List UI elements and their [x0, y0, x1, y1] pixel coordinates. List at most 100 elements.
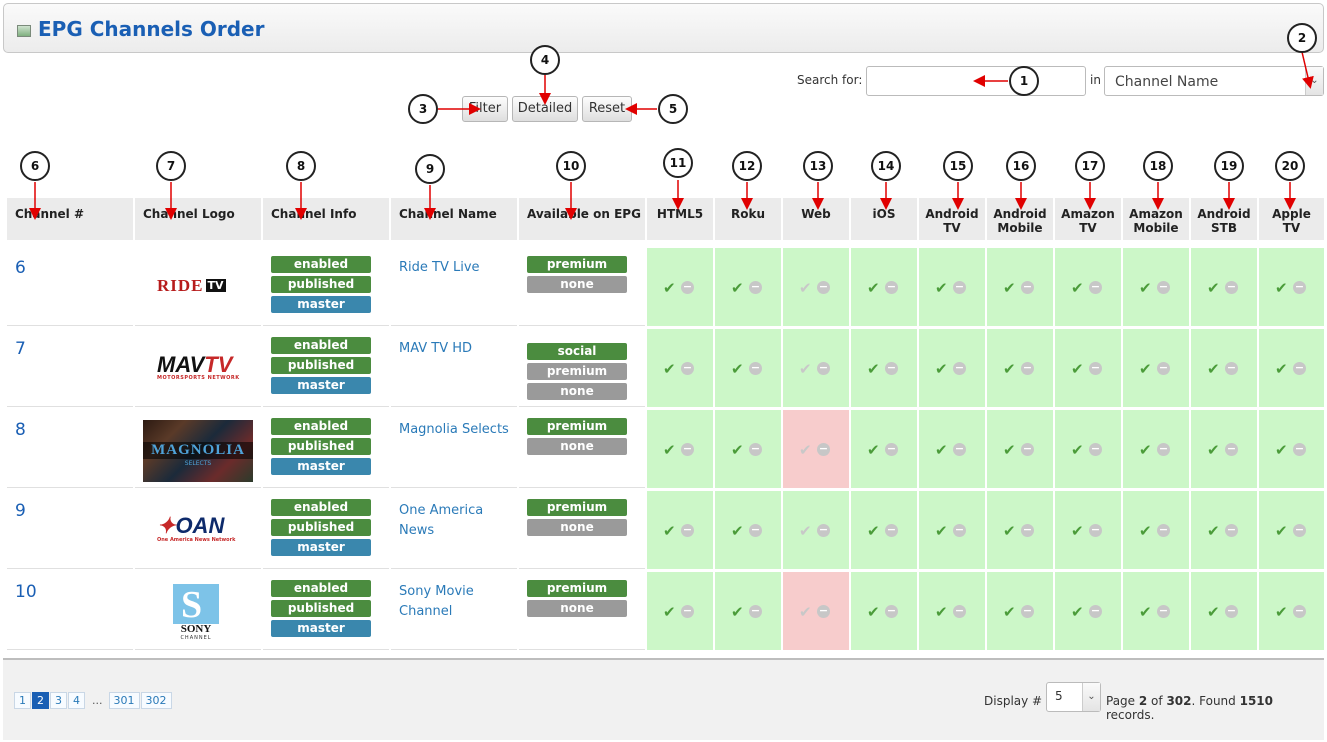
- check-icon[interactable]: ✔: [1003, 279, 1016, 297]
- check-icon[interactable]: ✔: [1207, 522, 1220, 540]
- check-icon[interactable]: ✔: [799, 441, 812, 459]
- check-icon[interactable]: ✔: [867, 360, 880, 378]
- check-icon[interactable]: ✔: [731, 603, 744, 621]
- check-icon[interactable]: ✔: [1071, 360, 1084, 378]
- channel-number-link[interactable]: 9: [15, 501, 26, 521]
- minus-circle-icon[interactable]: −: [953, 280, 966, 294]
- minus-circle-icon[interactable]: −: [1021, 604, 1034, 618]
- minus-circle-icon[interactable]: −: [1089, 361, 1102, 375]
- minus-circle-icon[interactable]: −: [1089, 280, 1102, 294]
- check-icon[interactable]: ✔: [1275, 522, 1288, 540]
- minus-circle-icon[interactable]: −: [1157, 361, 1170, 375]
- minus-circle-icon[interactable]: −: [1157, 523, 1170, 537]
- channel-number-link[interactable]: 8: [15, 420, 26, 440]
- status-badge-master[interactable]: master: [271, 377, 371, 394]
- check-icon[interactable]: ✔: [1139, 603, 1152, 621]
- status-badge-master[interactable]: master: [271, 620, 371, 637]
- check-icon[interactable]: ✔: [867, 441, 880, 459]
- status-badge-enabled[interactable]: enabled: [271, 580, 371, 597]
- minus-circle-icon[interactable]: −: [817, 523, 830, 537]
- minus-circle-icon[interactable]: −: [749, 523, 762, 537]
- epg-badge-none[interactable]: none: [527, 383, 627, 400]
- channel-number-link[interactable]: 10: [15, 582, 37, 602]
- minus-circle-icon[interactable]: −: [817, 442, 830, 456]
- status-badge-enabled[interactable]: enabled: [271, 499, 371, 516]
- page-link-1[interactable]: 1: [14, 692, 31, 709]
- check-icon[interactable]: ✔: [663, 441, 676, 459]
- col-html5[interactable]: HTML5: [647, 198, 713, 240]
- status-badge-published[interactable]: published: [271, 519, 371, 536]
- page-link-302[interactable]: 302: [140, 692, 172, 709]
- minus-circle-icon[interactable]: −: [1293, 604, 1306, 618]
- epg-badge-premium[interactable]: premium: [527, 363, 627, 380]
- minus-circle-icon[interactable]: −: [1293, 280, 1306, 294]
- check-icon[interactable]: ✔: [935, 279, 948, 297]
- check-icon[interactable]: ✔: [1071, 441, 1084, 459]
- check-icon[interactable]: ✔: [663, 360, 676, 378]
- minus-circle-icon[interactable]: −: [1225, 361, 1238, 375]
- chevron-down-icon[interactable]: ⌄: [1082, 683, 1100, 711]
- minus-circle-icon[interactable]: −: [681, 361, 694, 375]
- minus-circle-icon[interactable]: −: [817, 280, 830, 294]
- epg-badge-premium[interactable]: premium: [527, 256, 627, 273]
- page-link-301[interactable]: 301: [108, 692, 140, 709]
- check-icon[interactable]: ✔: [1139, 279, 1152, 297]
- check-icon[interactable]: ✔: [1207, 360, 1220, 378]
- check-icon[interactable]: ✔: [1071, 603, 1084, 621]
- minus-circle-icon[interactable]: −: [1021, 361, 1034, 375]
- status-badge-master[interactable]: master: [271, 296, 371, 313]
- check-icon[interactable]: ✔: [867, 603, 880, 621]
- epg-badge-none[interactable]: none: [527, 438, 627, 455]
- check-icon[interactable]: ✔: [1003, 441, 1016, 459]
- minus-circle-icon[interactable]: −: [681, 442, 694, 456]
- epg-badge-premium[interactable]: premium: [527, 499, 627, 516]
- check-icon[interactable]: ✔: [663, 603, 676, 621]
- check-icon[interactable]: ✔: [1003, 603, 1016, 621]
- minus-circle-icon[interactable]: −: [749, 361, 762, 375]
- check-icon[interactable]: ✔: [1139, 441, 1152, 459]
- minus-circle-icon[interactable]: −: [1225, 280, 1238, 294]
- check-icon[interactable]: ✔: [935, 360, 948, 378]
- per-page-select[interactable]: 5 ⌄: [1046, 682, 1101, 712]
- epg-badge-none[interactable]: none: [527, 519, 627, 536]
- minus-circle-icon[interactable]: −: [1021, 280, 1034, 294]
- channel-name-link[interactable]: MAV TV HD: [399, 341, 473, 356]
- check-icon[interactable]: ✔: [1275, 360, 1288, 378]
- minus-circle-icon[interactable]: −: [953, 442, 966, 456]
- minus-circle-icon[interactable]: −: [749, 442, 762, 456]
- col-amazon-tv[interactable]: Amazon TV: [1055, 198, 1121, 240]
- epg-badge-premium[interactable]: premium: [527, 580, 627, 597]
- status-badge-enabled[interactable]: enabled: [271, 418, 371, 435]
- minus-circle-icon[interactable]: −: [1293, 523, 1306, 537]
- status-badge-published[interactable]: published: [271, 438, 371, 455]
- minus-circle-icon[interactable]: −: [1293, 442, 1306, 456]
- minus-circle-icon[interactable]: −: [681, 280, 694, 294]
- check-icon[interactable]: ✔: [1139, 360, 1152, 378]
- check-icon[interactable]: ✔: [799, 603, 812, 621]
- check-icon[interactable]: ✔: [731, 441, 744, 459]
- status-badge-published[interactable]: published: [271, 600, 371, 617]
- minus-circle-icon[interactable]: −: [1225, 604, 1238, 618]
- check-icon[interactable]: ✔: [731, 522, 744, 540]
- channel-number-link[interactable]: 6: [15, 258, 26, 278]
- epg-badge-none[interactable]: none: [527, 600, 627, 617]
- epg-badge-premium[interactable]: premium: [527, 418, 627, 435]
- minus-circle-icon[interactable]: −: [953, 523, 966, 537]
- status-badge-master[interactable]: master: [271, 539, 371, 556]
- minus-circle-icon[interactable]: −: [885, 523, 898, 537]
- check-icon[interactable]: ✔: [799, 279, 812, 297]
- check-icon[interactable]: ✔: [1275, 441, 1288, 459]
- status-badge-master[interactable]: master: [271, 458, 371, 475]
- minus-circle-icon[interactable]: −: [1157, 442, 1170, 456]
- search-field-select[interactable]: Channel Name ⌄: [1104, 66, 1324, 96]
- minus-circle-icon[interactable]: −: [885, 280, 898, 294]
- col-available-epg[interactable]: Available on EPG: [519, 198, 645, 240]
- check-icon[interactable]: ✔: [731, 360, 744, 378]
- channel-name-link[interactable]: Magnolia Selects: [399, 422, 509, 437]
- minus-circle-icon[interactable]: −: [1089, 523, 1102, 537]
- check-icon[interactable]: ✔: [867, 522, 880, 540]
- check-icon[interactable]: ✔: [1275, 603, 1288, 621]
- check-icon[interactable]: ✔: [1275, 279, 1288, 297]
- minus-circle-icon[interactable]: −: [817, 361, 830, 375]
- minus-circle-icon[interactable]: −: [885, 361, 898, 375]
